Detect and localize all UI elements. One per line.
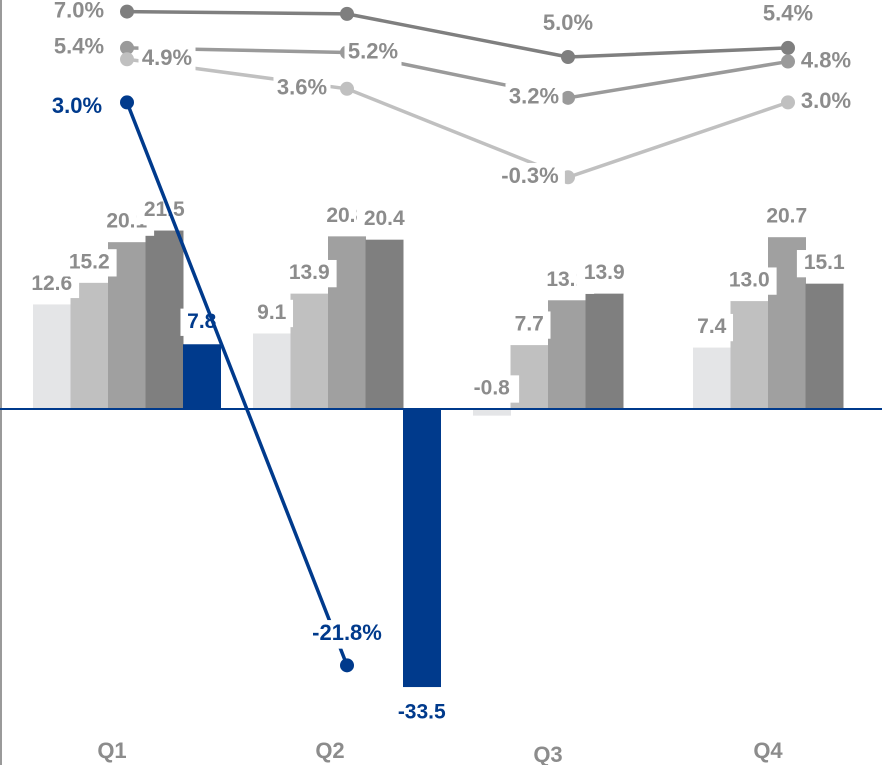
line-labels-layer: 7.0%6.9%5.0%5.4%5.4%5.2%3.2%4.8%4.9%3.6%… <box>48 0 855 649</box>
line-label-s4-q1: 3.0% <box>48 93 106 122</box>
svg-text:5.4%: 5.4% <box>763 1 813 26</box>
line-label-s3-q1: 4.9% <box>138 44 196 74</box>
svg-text:9.1: 9.1 <box>257 301 287 324</box>
line-point-s3-q4 <box>781 95 795 110</box>
bar-q4-s4 <box>805 283 844 409</box>
svg-text:15.1: 15.1 <box>804 251 845 274</box>
svg-text:5.0%: 5.0% <box>543 10 593 35</box>
svg-text:3.6%: 3.6% <box>277 75 327 100</box>
line-label-s2-q3: 3.2% <box>505 83 563 113</box>
bar-q1-s4 <box>145 230 184 409</box>
x-axis: Q1 Q2 Q3 Q4 <box>97 738 783 765</box>
svg-text:4.9%: 4.9% <box>142 45 192 70</box>
bar-q1-s5 <box>183 344 221 409</box>
line-point-s1-q2 <box>340 6 354 21</box>
bar-label-q2-s1: 9.1 <box>250 299 294 328</box>
line-label-s3-q4: 3.0% <box>797 88 855 117</box>
line-label-s1-q1: 7.0% <box>50 0 108 26</box>
bar-label-q4-s2: 13.0 <box>721 267 777 295</box>
bar-label-q2-s4: 20.4 <box>356 206 412 234</box>
svg-text:7.7: 7.7 <box>515 313 544 336</box>
bars-layer <box>33 230 844 688</box>
line-label-s3-q2: 3.6% <box>273 74 331 104</box>
svg-text:7.0%: 7.0% <box>54 0 104 22</box>
line-point-s4-q2 <box>340 658 354 673</box>
bar-q4-s1 <box>693 347 731 409</box>
svg-text:3.0%: 3.0% <box>801 88 851 113</box>
svg-text:3.2%: 3.2% <box>509 84 559 109</box>
line-label-s1-q4: 5.4% <box>759 0 817 30</box>
svg-text:-33.5: -33.5 <box>398 701 446 724</box>
svg-text:20.4: 20.4 <box>364 207 405 230</box>
svg-text:-0.8: -0.8 <box>474 377 511 400</box>
line-point-s1-q3 <box>561 50 575 64</box>
svg-text:13.9: 13.9 <box>584 261 625 284</box>
bar-label-q3-s2: 7.7 <box>507 311 551 339</box>
line-label-s4-q2: -21.8% <box>305 620 389 649</box>
bar-q2-s4 <box>365 239 404 409</box>
svg-text:4.8%: 4.8% <box>801 47 851 72</box>
svg-text:3.0%: 3.0% <box>52 93 102 118</box>
x-tick-q1: Q1 <box>97 738 126 763</box>
bar-labels-layer: 12.69.1-0.87.415.2 13.97.713.020.1 20.813.… <box>24 196 852 727</box>
line-point-s1-q1 <box>120 4 134 19</box>
line-series-4 <box>125 101 349 666</box>
line-label-s1-q3: 5.0% <box>539 9 597 39</box>
bar-q3-s1 <box>473 409 511 416</box>
line-point-s1-q4 <box>781 40 795 55</box>
line-point-s2-q1 <box>120 40 134 55</box>
line-label-s2-q2: 5.2% <box>344 38 402 67</box>
svg-text:12.6: 12.6 <box>31 272 72 295</box>
line-point-s4-q1 <box>120 95 134 110</box>
svg-text:-21.8%: -21.8% <box>312 620 382 645</box>
bar-q2-s1 <box>253 333 291 409</box>
line-point-s2-q4 <box>781 54 795 69</box>
bar-label-q4-s3: 20.7 <box>759 203 815 231</box>
bar-label-q3-s1: -0.8 <box>464 375 520 403</box>
svg-text:5.2%: 5.2% <box>348 38 398 63</box>
svg-text:15.2: 15.2 <box>69 250 110 273</box>
svg-text:7.4: 7.4 <box>697 315 727 338</box>
line-point-s3-q1 <box>120 52 134 67</box>
bar-label-q4-s4: 15.1 <box>796 250 852 278</box>
x-tick-q4: Q4 <box>753 738 783 763</box>
x-tick-q2: Q2 <box>315 738 344 763</box>
svg-text:20.7: 20.7 <box>766 205 807 228</box>
svg-text:-0.3%: -0.3% <box>501 163 558 188</box>
line-point-s3-q2 <box>340 81 354 96</box>
line-label-s3-q3: -0.3% <box>495 163 565 192</box>
line-label-s2-q1: 5.4% <box>50 33 108 63</box>
bar-label-q4-s1: 7.4 <box>690 313 734 342</box>
bar-q1-s2 <box>70 282 109 409</box>
bar-q4-s2 <box>730 301 769 409</box>
line-series-2 <box>126 46 789 100</box>
bar-label-q2-s5: -33.5 <box>388 699 456 727</box>
svg-text:5.4%: 5.4% <box>54 34 104 59</box>
svg-text:21.5: 21.5 <box>144 198 185 221</box>
svg-text:13.0: 13.0 <box>729 269 770 292</box>
bar-q3-s3 <box>548 300 586 409</box>
bar-q2-s5 <box>403 409 441 688</box>
bar-label-q2-s2: 13.9 <box>281 259 337 288</box>
line-label-s2-q4: 4.8% <box>797 47 855 76</box>
line-series-1 <box>126 9 789 59</box>
bar-label-q3-s4: 13.9 <box>576 259 632 288</box>
bar-q3-s4 <box>585 293 624 409</box>
svg-text:13.9: 13.9 <box>289 261 330 284</box>
line-series-3 <box>126 57 789 180</box>
x-tick-q3: Q3 <box>533 742 562 765</box>
bar-q2-s2 <box>290 293 329 409</box>
bar-label-q1-s2: 15.2 <box>61 249 117 277</box>
line-point-s2-q3 <box>561 90 575 105</box>
bar-q1-s1 <box>33 304 71 409</box>
